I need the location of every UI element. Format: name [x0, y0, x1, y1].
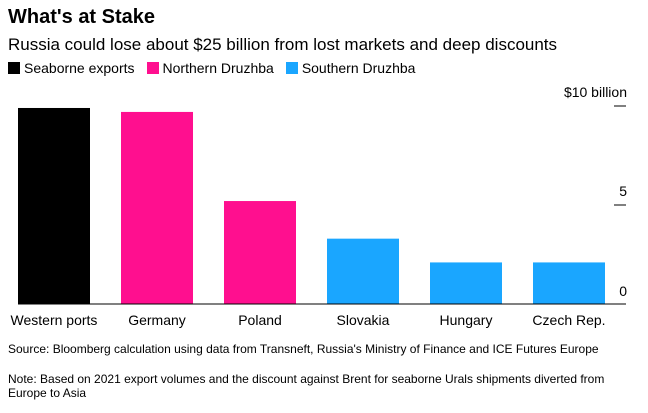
legend-item-southern: Southern Druzhba — [285, 60, 416, 76]
footnote: Note: Based on 2021 export volumes and t… — [8, 372, 605, 400]
bar-slovakia — [327, 238, 399, 304]
bar-poland — [224, 201, 296, 304]
y-tick-label: $10 billion — [564, 84, 627, 100]
x-tick-label: Slovakia — [337, 312, 390, 328]
legend-label-northern: Northern Druzhba — [162, 60, 274, 76]
bar-chart: 0 5 $10 billion Western ports Germany Poland… — [11, 84, 628, 328]
x-tick-label: Germany — [128, 312, 186, 328]
bar-western-ports — [18, 107, 90, 304]
legend-swatch-southern — [285, 62, 298, 74]
x-tick-label: Czech Rep. — [532, 312, 605, 328]
legend: Seaborne exports Northern Druzhba Southe… — [8, 60, 427, 76]
x-tick-label: Poland — [238, 312, 282, 328]
legend-item-seaborne: Seaborne exports — [8, 60, 135, 76]
legend-label-southern: Southern Druzhba — [301, 60, 416, 76]
legend-label-seaborne: Seaborne exports — [24, 60, 135, 76]
y-tick-label: 0 — [619, 283, 627, 299]
legend-swatch-northern — [146, 62, 159, 74]
chart-subtitle: Russia could lose about $25 billion from… — [8, 35, 558, 54]
bar-czech-rep — [533, 262, 605, 304]
chart-title: What's at Stake — [8, 6, 156, 28]
bars-group — [18, 107, 605, 304]
x-tick-label: Western ports — [11, 312, 98, 328]
x-axis-labels: Western ports Germany Poland Slovakia Hungar… — [11, 312, 606, 328]
legend-item-northern: Northern Druzhba — [146, 60, 274, 76]
bar-germany — [121, 111, 193, 304]
y-tick-label: 5 — [619, 183, 627, 199]
x-tick-label: Hungary — [440, 312, 493, 328]
bar-hungary — [430, 262, 502, 304]
y-axis: 0 5 $10 billion — [18, 84, 627, 305]
legend-swatch-seaborne — [8, 62, 20, 74]
source-note: Source: Bloomberg calculation using data… — [8, 342, 599, 356]
